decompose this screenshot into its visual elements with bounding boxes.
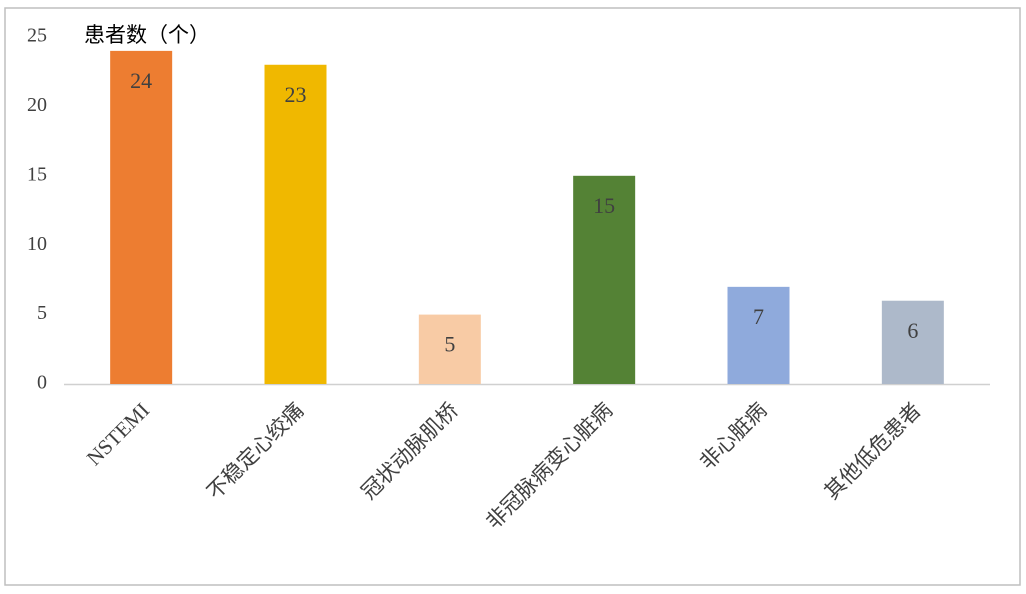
y-axis-label: 患者数（个） [84, 23, 210, 47]
bar [418, 314, 481, 384]
value-label: 24 [130, 68, 152, 93]
bar [264, 64, 327, 384]
value-label: 5 [444, 332, 455, 357]
bar [727, 286, 790, 384]
y-tick-label: 10 [27, 233, 47, 255]
value-label: 15 [593, 193, 615, 218]
y-tick-label: 15 [27, 163, 47, 185]
y-tick-label: 5 [37, 302, 47, 324]
y-tick-label: 0 [37, 372, 47, 394]
chart-border [4, 7, 1021, 586]
bar [573, 175, 636, 384]
value-label: 7 [753, 304, 764, 329]
y-tick-label: 25 [27, 25, 47, 47]
bar [110, 50, 173, 384]
bar [881, 300, 944, 384]
value-label: 6 [907, 318, 918, 343]
y-tick-label: 20 [27, 94, 47, 116]
value-label: 23 [285, 82, 307, 107]
